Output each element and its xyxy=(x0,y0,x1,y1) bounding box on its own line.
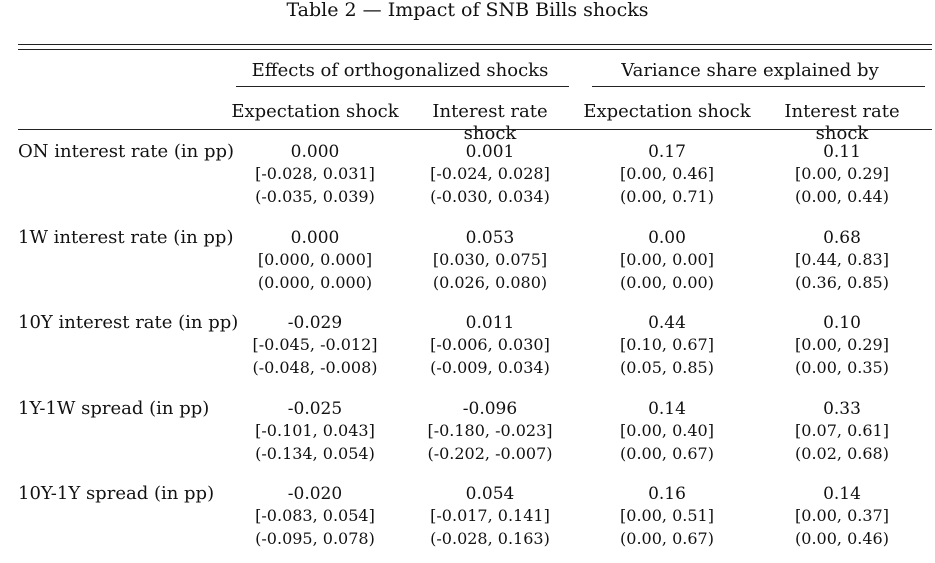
point-estimate: -0.025 xyxy=(287,399,343,419)
interval-68: [-0.083, 0.054] xyxy=(255,506,375,525)
interval-90: (0.00, 0.71) xyxy=(620,187,714,206)
interval-90: (0.00, 0.00) xyxy=(620,273,714,292)
interval-90: (0.36, 0.85) xyxy=(795,273,889,292)
interval-90: (0.00, 0.44) xyxy=(795,187,889,206)
point-estimate: 0.000 xyxy=(290,228,340,248)
interval-68: [-0.180, -0.023] xyxy=(427,421,553,440)
point-estimate: 0.68 xyxy=(823,228,861,248)
interval-68: [0.00, 0.40] xyxy=(620,421,714,440)
interval-68: [-0.017, 0.141] xyxy=(430,506,550,525)
table-cell: 0.10 [0.00, 0.29] (0.00, 0.35) xyxy=(757,313,927,379)
point-estimate: 0.11 xyxy=(823,142,861,162)
row-label: 10Y-1Y spread (in pp) xyxy=(18,483,215,504)
top-rule xyxy=(18,44,932,45)
interval-68: [0.00, 0.37] xyxy=(795,506,889,525)
table-cell: -0.029 [-0.045, -0.012] (-0.048, -0.008) xyxy=(230,313,400,379)
group-header-effects: Effects of orthogonalized shocks xyxy=(251,60,549,81)
group-header-variance: Variance share explained by xyxy=(621,60,879,81)
table-cell: 0.33 [0.07, 0.61] (0.02, 0.68) xyxy=(757,399,927,465)
table-cell: 0.001 [-0.024, 0.028] (-0.030, 0.034) xyxy=(405,142,575,208)
table-cell: 0.054 [-0.017, 0.141] (-0.028, 0.163) xyxy=(405,484,575,550)
interval-90: (-0.035, 0.039) xyxy=(255,187,375,206)
table-cell: 0.44 [0.10, 0.67] (0.05, 0.85) xyxy=(582,313,752,379)
interval-90: (-0.202, -0.007) xyxy=(427,444,553,463)
interval-68: [0.030, 0.075] xyxy=(432,250,548,269)
interval-68: [-0.006, 0.030] xyxy=(430,335,550,354)
table-cell: 0.16 [0.00, 0.51] (0.00, 0.67) xyxy=(582,484,752,550)
table-caption: Table 2 — Impact of SNB Bills shocks xyxy=(286,0,649,21)
col-header-effects-interest: Interest rate shock xyxy=(432,101,548,144)
point-estimate: 0.17 xyxy=(648,142,686,162)
table-cell: -0.020 [-0.083, 0.054] (-0.095, 0.078) xyxy=(230,484,400,550)
table-cell: 0.11 [0.00, 0.29] (0.00, 0.44) xyxy=(757,142,927,208)
point-estimate: 0.001 xyxy=(465,142,515,162)
interval-68: [0.00, 0.00] xyxy=(620,250,714,269)
interval-68: [0.00, 0.29] xyxy=(795,164,889,183)
interval-68: [0.00, 0.51] xyxy=(620,506,714,525)
point-estimate: 0.000 xyxy=(290,142,340,162)
interval-68: [0.44, 0.83] xyxy=(795,250,889,269)
point-estimate: 0.10 xyxy=(823,313,861,333)
point-estimate: 0.054 xyxy=(465,484,515,504)
interval-90: (-0.095, 0.078) xyxy=(255,529,375,548)
table-cell: 0.00 [0.00, 0.00] (0.00, 0.00) xyxy=(582,228,752,294)
point-estimate: -0.096 xyxy=(462,399,518,419)
interval-90: (0.00, 0.67) xyxy=(620,444,714,463)
row-label: ON interest rate (in pp) xyxy=(18,141,235,162)
group-rule-effects xyxy=(236,86,569,87)
point-estimate: 0.14 xyxy=(648,399,686,419)
table-cell: -0.025 [-0.101, 0.043] (-0.134, 0.054) xyxy=(230,399,400,465)
interval-90: (-0.028, 0.163) xyxy=(430,529,550,548)
interval-90: (0.00, 0.35) xyxy=(795,358,889,377)
interval-90: (0.00, 0.67) xyxy=(620,529,714,548)
table-cell: 0.14 [0.00, 0.40] (0.00, 0.67) xyxy=(582,399,752,465)
interval-68: [0.00, 0.46] xyxy=(620,164,714,183)
table-cell: -0.096 [-0.180, -0.023] (-0.202, -0.007) xyxy=(405,399,575,465)
interval-68: [0.00, 0.29] xyxy=(795,335,889,354)
point-estimate: 0.00 xyxy=(648,228,686,248)
interval-68: [-0.101, 0.043] xyxy=(255,421,375,440)
point-estimate: 0.33 xyxy=(823,399,861,419)
table-cell: 0.000 [-0.028, 0.031] (-0.035, 0.039) xyxy=(230,142,400,208)
interval-68: [-0.028, 0.031] xyxy=(255,164,375,183)
table-cell: 0.14 [0.00, 0.37] (0.00, 0.46) xyxy=(757,484,927,550)
point-estimate: 0.44 xyxy=(648,313,686,333)
point-estimate: 0.16 xyxy=(648,484,686,504)
interval-68: [0.10, 0.67] xyxy=(620,335,714,354)
point-estimate: 0.14 xyxy=(823,484,861,504)
table-cell: 0.17 [0.00, 0.46] (0.00, 0.71) xyxy=(582,142,752,208)
interval-90: (-0.009, 0.034) xyxy=(430,358,550,377)
interval-90: (0.02, 0.68) xyxy=(795,444,889,463)
table-cell: 0.000 [0.000, 0.000] (0.000, 0.000) xyxy=(230,228,400,294)
col-header-variance-interest: Interest rate shock xyxy=(784,101,900,144)
interval-90: (-0.030, 0.034) xyxy=(430,187,550,206)
interval-90: (-0.048, -0.008) xyxy=(252,358,378,377)
point-estimate: -0.029 xyxy=(287,313,343,333)
table-cell: 0.053 [0.030, 0.075] (0.026, 0.080) xyxy=(405,228,575,294)
row-label: 1Y-1W spread (in pp) xyxy=(18,398,210,419)
interval-90: (0.05, 0.85) xyxy=(620,358,714,377)
header-rule xyxy=(18,129,932,130)
top-rule-double xyxy=(18,49,932,50)
table-cell: 0.68 [0.44, 0.83] (0.36, 0.85) xyxy=(757,228,927,294)
interval-90: (0.00, 0.46) xyxy=(795,529,889,548)
row-label: 10Y interest rate (in pp) xyxy=(18,312,239,333)
table-cell: 0.011 [-0.006, 0.030] (-0.009, 0.034) xyxy=(405,313,575,379)
point-estimate: 0.011 xyxy=(465,313,515,333)
interval-90: (-0.134, 0.054) xyxy=(255,444,375,463)
point-estimate: -0.020 xyxy=(287,484,343,504)
col-header-variance-expectation: Expectation shock xyxy=(583,101,751,122)
interval-68: [-0.045, -0.012] xyxy=(252,335,378,354)
point-estimate: 0.053 xyxy=(465,228,515,248)
interval-68: [0.07, 0.61] xyxy=(795,421,889,440)
interval-68: [0.000, 0.000] xyxy=(257,250,373,269)
interval-68: [-0.024, 0.028] xyxy=(430,164,550,183)
row-label: 1W interest rate (in pp) xyxy=(18,227,234,248)
col-header-effects-expectation: Expectation shock xyxy=(231,101,399,122)
interval-90: (0.000, 0.000) xyxy=(257,273,373,292)
interval-90: (0.026, 0.080) xyxy=(432,273,548,292)
group-rule-variance xyxy=(592,86,925,87)
